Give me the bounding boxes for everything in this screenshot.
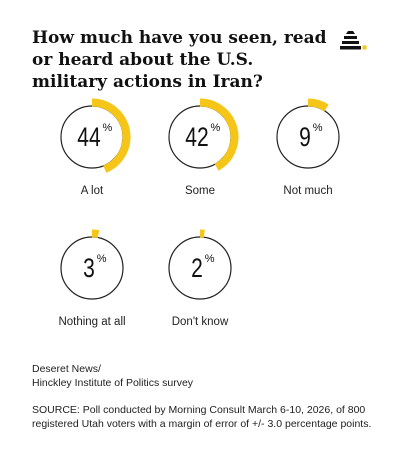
- unit-label: %: [211, 122, 221, 134]
- donut-ring: [60, 236, 124, 300]
- category-label: Don't know: [172, 316, 229, 328]
- category-label: Not much: [283, 185, 332, 197]
- credit-line-2: Hinckley Institute of Politics survey: [32, 377, 194, 389]
- value-label: 2: [191, 254, 203, 284]
- donut-ring: [276, 105, 340, 169]
- value-label: 3: [83, 254, 95, 284]
- category-label: Some: [185, 185, 215, 197]
- donut-arc: [307, 98, 329, 112]
- page-title: How much have you seen, read or heard ab…: [32, 28, 327, 92]
- value-label: 42: [185, 123, 208, 153]
- category-label: A lot: [81, 185, 104, 197]
- unit-label: %: [205, 253, 215, 265]
- value-label: 44: [77, 123, 100, 153]
- credit: Deseret News/ Hinckley Institute of Poli…: [32, 362, 193, 390]
- donut-arc: [91, 98, 131, 173]
- donut-arc: [199, 98, 239, 171]
- donut-arc: [91, 229, 100, 239]
- source-note: SOURCE: Poll conducted by Morning Consul…: [32, 404, 372, 430]
- value-label: 9: [299, 123, 311, 153]
- unit-label: %: [97, 253, 107, 265]
- category-label: Nothing at all: [58, 316, 125, 328]
- unit-label: %: [103, 122, 113, 134]
- credit-line-1: Deseret News/: [32, 363, 101, 375]
- donut-ring: [168, 236, 232, 300]
- unit-label: %: [313, 122, 323, 134]
- beehive-icon: [340, 31, 367, 50]
